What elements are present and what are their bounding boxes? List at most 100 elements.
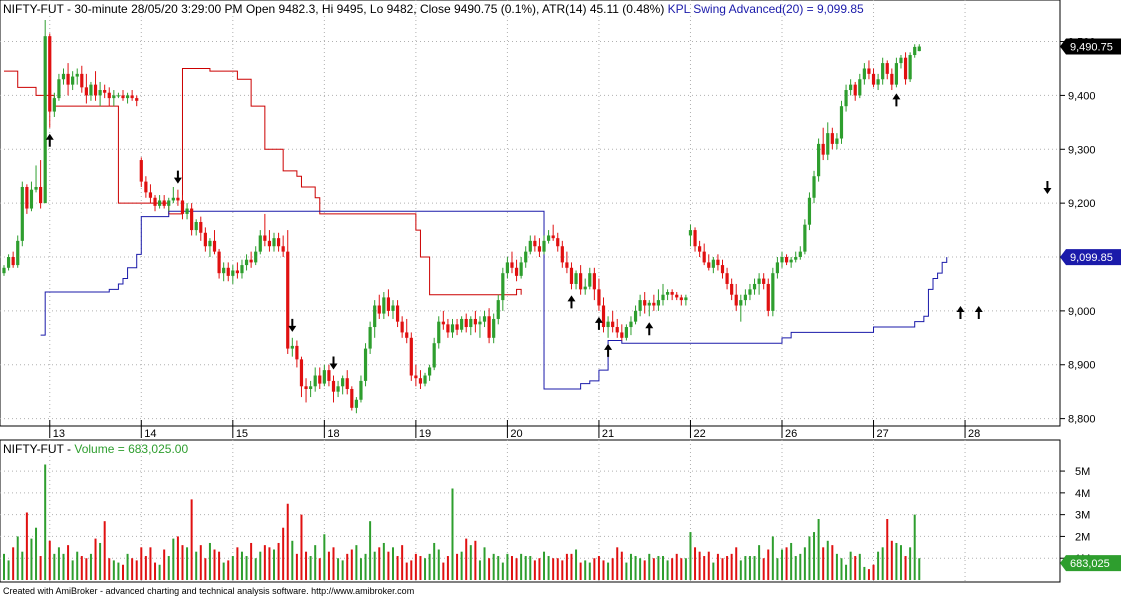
- indicator-value-tag-bg: [1060, 249, 1121, 266]
- last-price-tag-label: 9,490.75: [1070, 42, 1113, 54]
- candle-body: [560, 246, 564, 263]
- date-tick-label: 28: [968, 428, 980, 440]
- candle-body: [487, 316, 491, 338]
- date-tick-label: 15: [236, 428, 248, 440]
- candle-body: [57, 79, 61, 99]
- header-symbol: NIFTY-FUT: [3, 2, 65, 16]
- candle-body: [464, 318, 468, 328]
- candle-body: [240, 265, 244, 274]
- candle-body: [368, 327, 372, 349]
- candle-body: [29, 189, 34, 209]
- candle-body: [84, 87, 88, 96]
- candle-body: [318, 375, 322, 384]
- candle-body: [579, 273, 583, 290]
- candle-body: [817, 143, 821, 177]
- candle-body: [501, 273, 505, 301]
- header-ohlc: Open 9482.3, Hi 9495, Lo 9482, Close 949…: [246, 2, 664, 16]
- candle-body: [71, 76, 75, 85]
- candle-body: [858, 79, 862, 96]
- candle-body: [583, 286, 587, 290]
- candle-body: [496, 300, 500, 319]
- candle-body: [16, 240, 20, 266]
- candle-body: [533, 240, 537, 247]
- candle-body: [25, 186, 29, 209]
- candle-body: [432, 343, 436, 368]
- candle-body: [98, 90, 102, 96]
- candle-body: [862, 68, 866, 80]
- candle-body: [853, 84, 857, 96]
- candle-body: [281, 246, 285, 252]
- candle-body: [839, 106, 844, 139]
- buy-arrow-icon: [45, 133, 54, 147]
- candle-body: [894, 63, 899, 85]
- candle-body: [148, 192, 153, 198]
- candle-body: [39, 186, 43, 204]
- candle-body: [789, 259, 793, 263]
- candle-body: [478, 321, 482, 325]
- candle-body: [720, 265, 725, 274]
- buy-arrow-icon: [567, 295, 576, 309]
- candle-body: [757, 278, 761, 284]
- buy-arrow-icon: [974, 306, 983, 319]
- candle-body: [492, 318, 496, 338]
- candle-body: [835, 138, 839, 144]
- candle-body: [331, 380, 336, 392]
- candle-body: [807, 197, 812, 225]
- buy-arrow-icon: [956, 306, 965, 319]
- price-tick-label: 9,200: [1068, 198, 1096, 210]
- candle-body: [130, 95, 134, 99]
- lower-swing-path: [40, 210, 948, 390]
- candle-body: [812, 176, 816, 198]
- candle-body: [418, 378, 423, 384]
- candle-body: [592, 273, 596, 290]
- candle-body: [867, 68, 871, 74]
- signal-arrows: [45, 93, 1052, 370]
- buy-arrow-icon: [594, 316, 603, 330]
- volume-grid: [0, 440, 1060, 582]
- candle-body: [167, 200, 171, 206]
- footer-credit: Created with AmiBroker - advanced charti…: [3, 586, 415, 596]
- candle-body: [345, 378, 349, 389]
- candle-body: [460, 318, 464, 330]
- candle-body: [876, 79, 880, 85]
- candle-body: [112, 95, 116, 99]
- candle-body: [231, 270, 235, 276]
- candle-body: [656, 300, 661, 306]
- candle-body: [75, 73, 79, 77]
- candle-body: [766, 283, 770, 311]
- candle-body: [6, 257, 11, 268]
- candle-body: [208, 240, 212, 247]
- volume-tick-label: 3M: [1075, 510, 1090, 522]
- sell-arrow-icon: [329, 356, 338, 370]
- volume-header-label: Volume: [74, 442, 114, 456]
- candle-body: [638, 300, 642, 311]
- candle-body: [734, 294, 738, 306]
- candle-body: [139, 160, 143, 182]
- candle-body: [203, 232, 207, 247]
- candle-body: [322, 370, 326, 384]
- candle-body: [546, 235, 551, 241]
- candle-body: [212, 240, 217, 252]
- candle-body: [551, 235, 555, 239]
- volume-pane[interactable]: 5M4M3M2M1M 683,025 NIFTY-FUT - Volume = …: [0, 439, 1121, 583]
- candle-body: [624, 327, 628, 338]
- candle-body: [405, 332, 409, 338]
- candle-body: [299, 359, 304, 387]
- candle-body: [908, 55, 912, 80]
- candle-body: [313, 375, 317, 387]
- candle-body: [725, 273, 729, 284]
- candle-body: [643, 300, 647, 306]
- candle-body: [11, 257, 15, 266]
- price-pane[interactable]: 9,5009,4009,3009,2009,1009,0008,9008,800…: [0, 0, 1121, 440]
- candle-body: [157, 200, 162, 206]
- candle-body: [93, 84, 98, 96]
- candle-body: [428, 367, 432, 376]
- candle-body: [176, 197, 180, 201]
- volume-y-axis: 5M4M3M2M1M: [1060, 466, 1090, 565]
- candle-body: [510, 262, 514, 268]
- candle-body: [537, 246, 542, 252]
- candle-body: [716, 259, 720, 266]
- candle-body: [670, 292, 674, 295]
- sell-arrow-icon: [173, 170, 182, 184]
